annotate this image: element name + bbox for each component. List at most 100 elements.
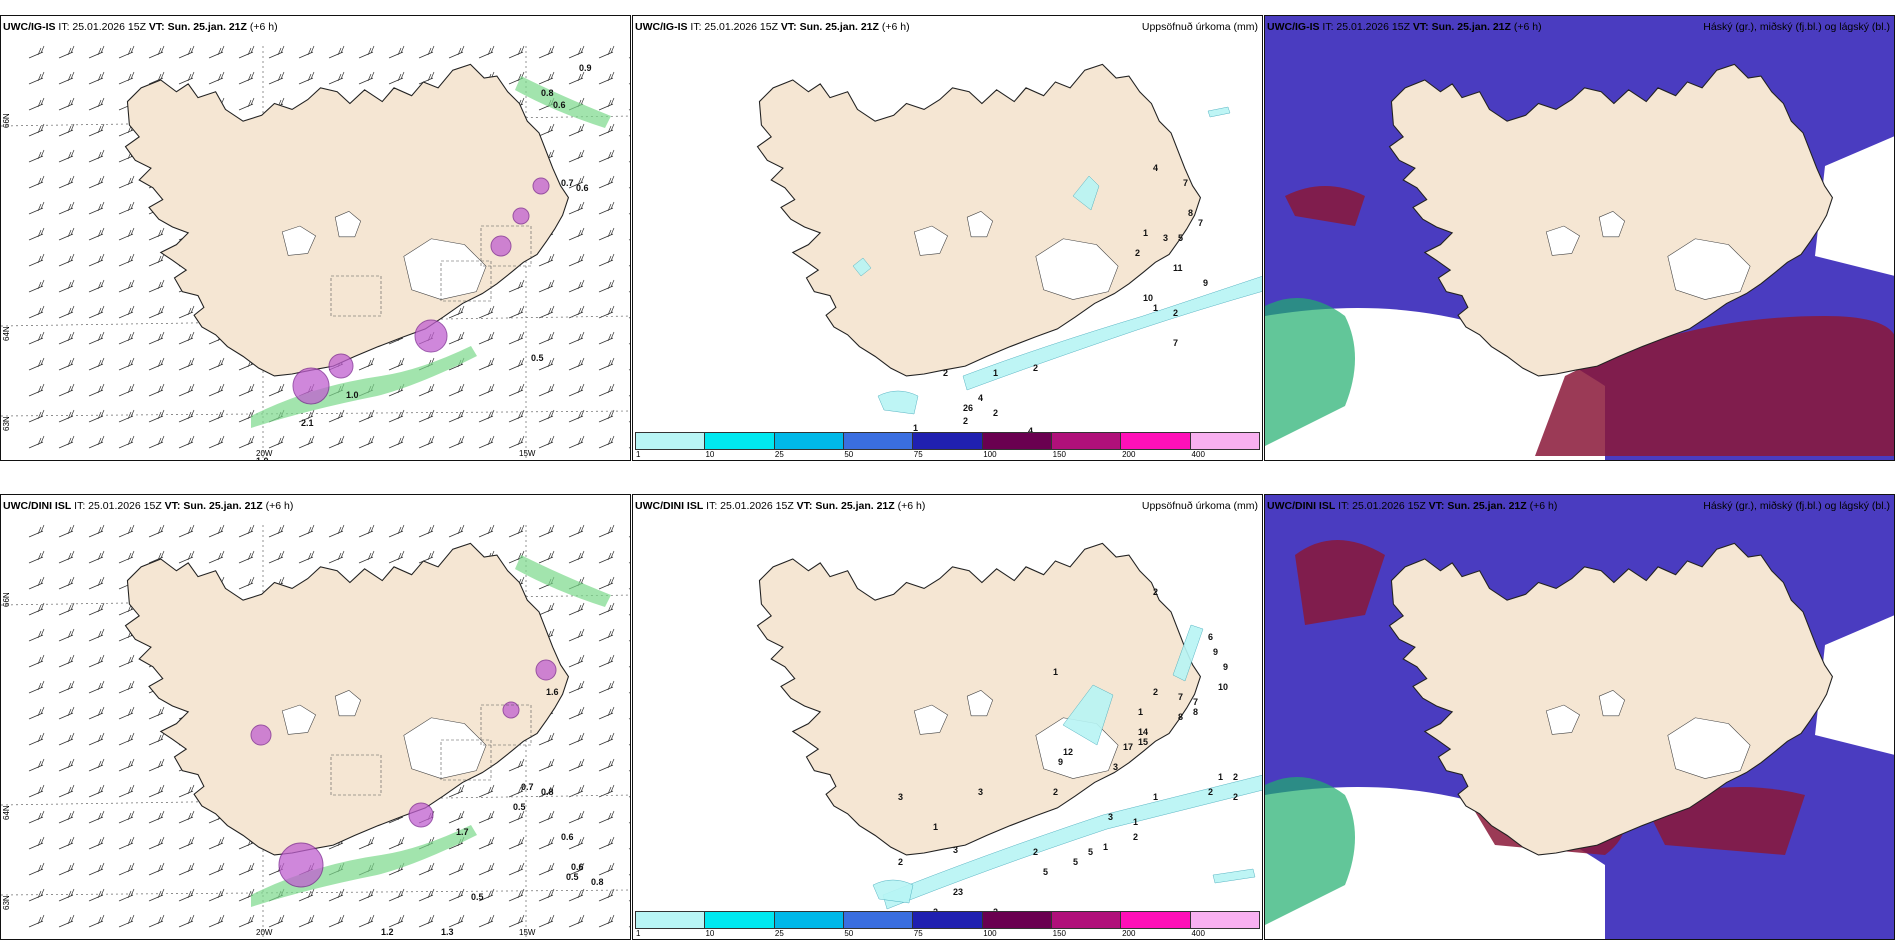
- wind-barb: [508, 758, 525, 772]
- wind-barb: [508, 305, 525, 319]
- precip-label: 3: [953, 845, 958, 855]
- wind-barb: [268, 914, 285, 928]
- wind-barb: [268, 524, 285, 538]
- wind-barb: [448, 409, 465, 423]
- panel-bottom-middle: UWC/DINI ISL IT: 25.01.2026 15Z VT: Sun.…: [632, 494, 1263, 940]
- wind-barb: [118, 201, 135, 215]
- wind-barb: [538, 71, 555, 85]
- wind-barb: [448, 524, 465, 538]
- wind-barb: [148, 784, 165, 798]
- wind-barb: [208, 435, 225, 449]
- wind-barb: [448, 862, 465, 876]
- wind-barb: [118, 836, 135, 850]
- colorbar-tick: 1: [636, 450, 641, 459]
- wind-barb: [118, 680, 135, 694]
- wind-barb: [118, 784, 135, 798]
- wind-barb: [178, 784, 195, 798]
- wind-barb: [598, 836, 615, 850]
- wind-barb: [478, 305, 495, 319]
- hatch-area: [480, 704, 532, 746]
- colorbar-tick: 75: [913, 450, 923, 459]
- wind-barb: [148, 435, 165, 449]
- wind-barb: [508, 810, 525, 824]
- wind-barb: [388, 45, 405, 59]
- glacier: [334, 689, 362, 717]
- wind-barb: [598, 628, 615, 642]
- snow-fields: [250, 555, 611, 907]
- wind-barb: [88, 758, 105, 772]
- precip-area: [962, 276, 1262, 391]
- wind-barb: [28, 149, 45, 163]
- wind-barb: [58, 357, 75, 371]
- panel-subtitle: Uppsöfnuð úrkoma (mm): [1141, 21, 1258, 33]
- wind-barb: [628, 421, 630, 423]
- wind-barb: [208, 888, 225, 902]
- snow-label: 0.5: [471, 892, 484, 902]
- precip-label: 26: [963, 403, 973, 413]
- wind-barb: [28, 175, 45, 189]
- wind-barb: [148, 706, 165, 720]
- wind-barb: [88, 706, 105, 720]
- wind-barb: [28, 550, 45, 564]
- snow-blob: [278, 842, 324, 888]
- colorbar-segment: [843, 433, 914, 449]
- wind-barb: [208, 409, 225, 423]
- wind-barb: [28, 862, 45, 876]
- precip-label: 4: [978, 393, 983, 403]
- wind-barb: [208, 383, 225, 397]
- glacier: [913, 225, 948, 256]
- wind-barb: [88, 409, 105, 423]
- wind-barb: [178, 836, 195, 850]
- wind-barb: [268, 435, 285, 449]
- wind-barb: [538, 383, 555, 397]
- wind-barb: [88, 331, 105, 345]
- precip-label: 7: [1178, 692, 1183, 702]
- wind-barb: [388, 550, 405, 564]
- wind-barb: [118, 175, 135, 189]
- iceland-map: [756, 63, 1202, 377]
- wind-barb: [178, 409, 195, 423]
- wind-barb: [58, 862, 75, 876]
- wind-barb: [148, 357, 165, 371]
- precip-label: 15: [1138, 737, 1148, 747]
- precip-label: 5: [1073, 857, 1078, 867]
- colorbar-segment: [774, 433, 844, 449]
- wind-barb: [478, 888, 495, 902]
- wind-barb: [58, 409, 75, 423]
- wind-barb: [628, 718, 630, 720]
- colorbar-segment: [636, 433, 706, 449]
- precip-label: 1: [1103, 842, 1108, 852]
- glacier: [966, 689, 994, 717]
- wind-barb: [568, 279, 585, 293]
- panel-subtitle: Uppsöfnuð úrkoma (mm): [1141, 500, 1258, 512]
- wind-barb: [88, 97, 105, 111]
- wind-barb: [298, 524, 315, 538]
- lat-label: 64N: [2, 805, 11, 820]
- wind-barb: [28, 45, 45, 59]
- wind-barb: [178, 888, 195, 902]
- colorbar-tick: 200: [1122, 929, 1136, 938]
- wind-barb: [28, 279, 45, 293]
- colorbar-segment: [1121, 433, 1191, 449]
- wind-barb: [88, 810, 105, 824]
- wind-barb: [328, 71, 345, 85]
- precip-label: 2: [1133, 832, 1138, 842]
- wind-barb: [88, 71, 105, 85]
- wind-barb: [628, 822, 630, 824]
- lon-label: 15W: [519, 928, 536, 937]
- precip-label: 9: [1223, 662, 1228, 672]
- wind-barb: [28, 810, 45, 824]
- colorbar-tick: 400: [1191, 450, 1205, 459]
- wind-barb: [418, 435, 435, 449]
- wind-barb: [478, 914, 495, 928]
- snow-label: 1.2: [381, 927, 394, 937]
- wind-barb: [538, 758, 555, 772]
- wind-barb: [568, 654, 585, 668]
- wind-barb: [58, 888, 75, 902]
- wind-barb: [628, 395, 630, 397]
- wind-barb: [358, 914, 375, 928]
- wind-barb: [358, 524, 375, 538]
- wind-barb: [238, 383, 255, 397]
- iceland-map: [1388, 63, 1834, 377]
- wind-barb: [538, 435, 555, 449]
